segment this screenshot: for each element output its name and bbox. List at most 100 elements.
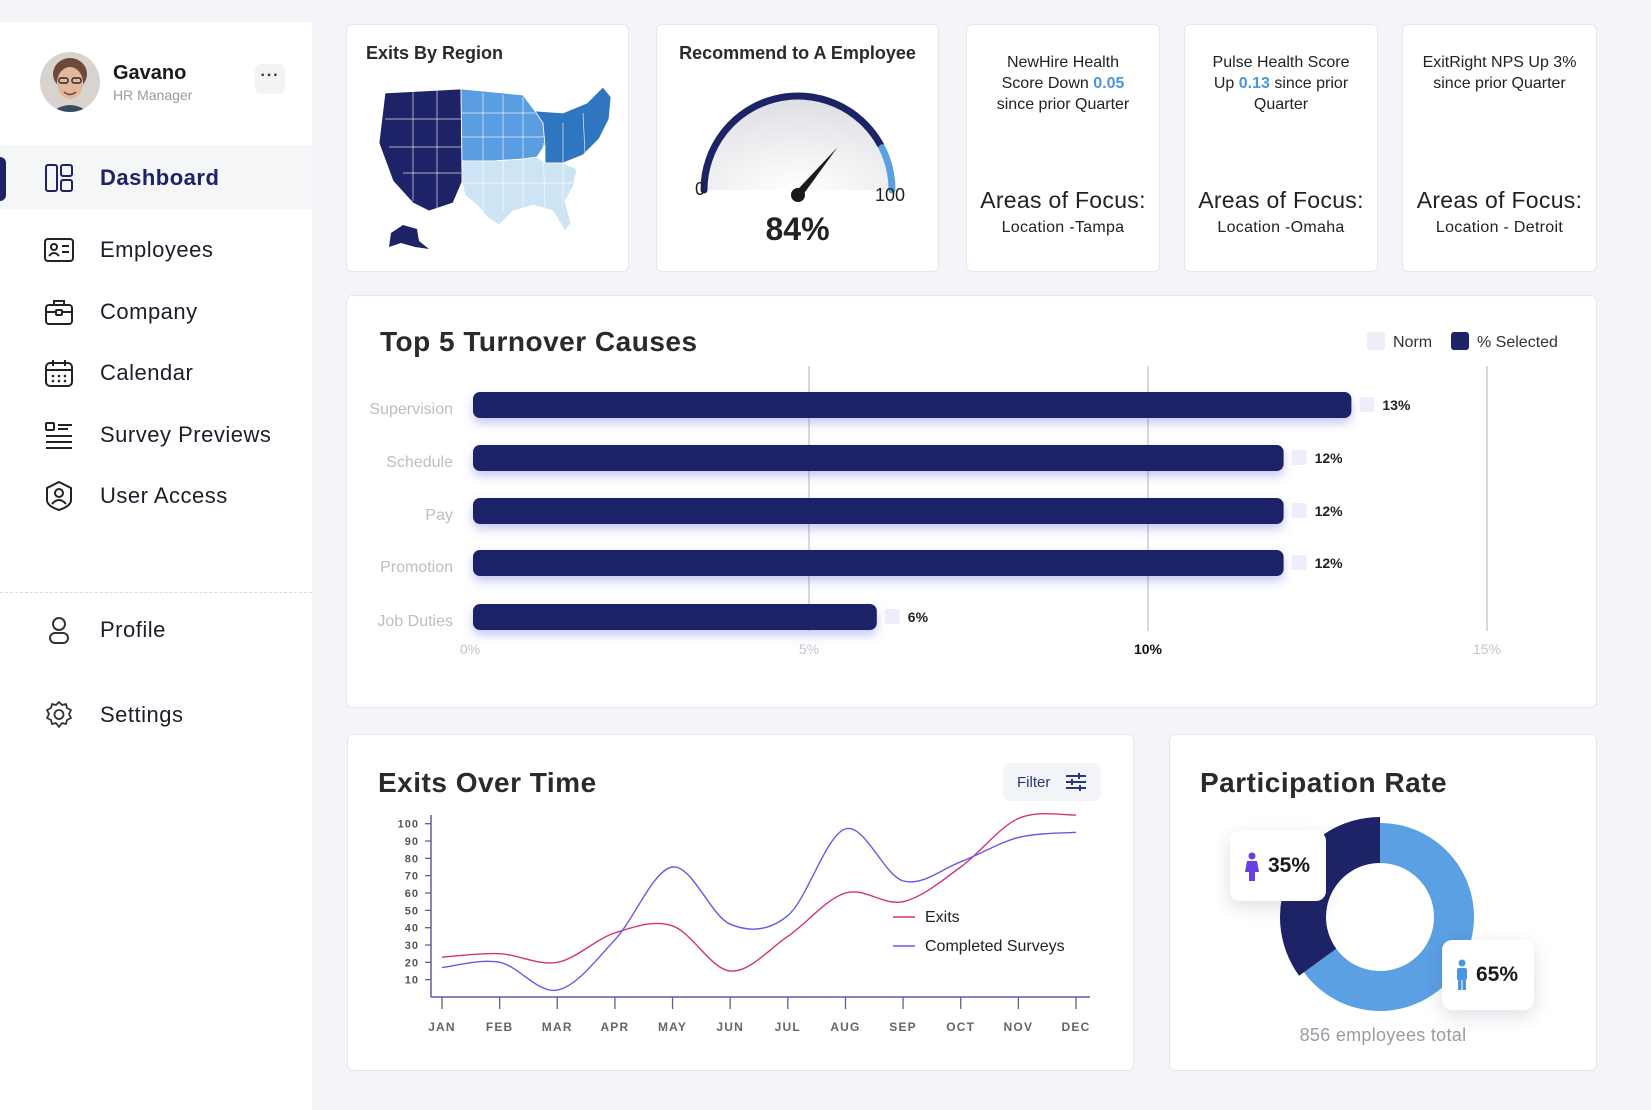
legend-selected: % Selected [1451, 332, 1558, 352]
exits-over-time-card: Exits Over Time Filter 100 90 80 70 60 50 40 30… [347, 734, 1134, 1071]
men-badge: 65% [1442, 940, 1534, 1010]
category-label: Promotion [380, 559, 453, 576]
participation-total: 856 employees total [1299, 1025, 1467, 1045]
person-icon [49, 617, 69, 644]
x-tick-label: AUG [830, 1020, 860, 1034]
nav-label-employees: Employees [100, 237, 214, 262]
category-label: Job Duties [377, 613, 453, 630]
bar-value-label: 6% [908, 609, 929, 625]
x-tick-label: 0% [460, 641, 480, 657]
gauge-value: 84% [765, 211, 830, 247]
norm-marker [1291, 450, 1307, 465]
x-tick-label: 15% [1473, 641, 1501, 657]
women-pct: 35% [1268, 854, 1311, 877]
legend-selected-swatch [1451, 332, 1469, 350]
gauge-max-label: 100 [875, 185, 906, 205]
list-icon [45, 422, 72, 449]
line-series [441, 828, 1077, 991]
filter-label: Filter [1017, 774, 1051, 791]
gauge-arc-light [878, 144, 896, 194]
nav-item-company[interactable]: Company [0, 279, 312, 343]
legend-norm-swatch [1367, 332, 1385, 350]
bar-value-label: 13% [1382, 397, 1411, 413]
sidebar: Gavano HR Manager ··· Dashboard Employee… [0, 22, 312, 1110]
y-tick-label: 40 [405, 923, 419, 935]
norm-marker [884, 609, 900, 624]
kpi-line1: ExitRight NPS Up 3% [1422, 54, 1577, 71]
kpi-line2: since prior Quarter [1433, 75, 1566, 92]
kpi-focus-location: Location -Omaha [1217, 219, 1345, 236]
y-tick-label: 60 [405, 888, 419, 900]
y-tick-label: 80 [405, 853, 419, 865]
kpi-focus-heading: Areas of Focus: [1416, 187, 1583, 213]
legend-label: Exits [925, 909, 960, 926]
kpi-focus-heading: Areas of Focus: [980, 187, 1146, 213]
avatar[interactable] [40, 52, 100, 112]
exits-line-chart: 100 90 80 70 60 50 40 30 20 10 JAN FEB MAR APR MAY JUN J… [398, 813, 1091, 1034]
y-tick-label: 10 [405, 975, 419, 987]
kpi-focus-location: Location -Tampa [1001, 219, 1125, 236]
y-tick-label: 70 [405, 871, 419, 883]
x-tick-label: 10% [1134, 641, 1163, 657]
user-profile: Gavano HR Manager ··· [40, 52, 290, 114]
exits-over-time-title: Exits Over Time [378, 767, 597, 798]
x-tick-label: FEB [486, 1020, 514, 1034]
kpi-highlight-value: 0.05 [1093, 75, 1125, 92]
donut-segment-men [1303, 823, 1474, 1011]
x-tick-label: DEC [1062, 1020, 1091, 1034]
x-tick-label: JAN [428, 1020, 456, 1034]
exits-by-region-title: Exits By Region [366, 43, 504, 63]
nav-item-calendar[interactable]: Calendar [0, 340, 312, 404]
kpi-focus-heading: Areas of Focus: [1198, 187, 1364, 213]
gauge-needle [794, 147, 838, 198]
sidebar-divider [0, 592, 312, 593]
participation-title: Participation Rate [1200, 767, 1448, 798]
turnover-bar [473, 498, 1284, 524]
line-series [441, 813, 1077, 972]
kpi-line2: Up 0.13 since prior [1213, 75, 1349, 92]
id-card-icon [44, 238, 74, 262]
legend-label: Completed Surveys [925, 938, 1065, 955]
kpi-line1: Pulse Health Score [1212, 54, 1350, 71]
calendar-icon [45, 360, 73, 387]
kpi-highlight-value: 0.13 [1238, 75, 1270, 92]
x-tick-label: MAY [658, 1020, 687, 1034]
turnover-bar-chart: Supervision 13% Schedule 12% Pay 12% Promotion… [369, 366, 1501, 657]
dashboard-icon [45, 164, 73, 192]
turnover-bar [473, 392, 1352, 418]
nav-item-settings[interactable]: Settings [0, 682, 312, 746]
gauge-arc-dark [700, 92, 884, 194]
nav-item-profile[interactable]: Profile [0, 597, 312, 661]
nav-item-employees[interactable]: Employees [0, 217, 312, 281]
man-icon [1457, 959, 1467, 990]
recommend-card: Recommend to A Employee 0 100 84% [656, 24, 939, 272]
more-options-button[interactable]: ··· [255, 64, 285, 94]
filter-button[interactable]: Filter [1003, 763, 1101, 801]
gauge-min-label: 0 [695, 179, 706, 199]
gear-icon [46, 701, 72, 728]
y-tick-label: 90 [405, 836, 419, 848]
x-tick-label: NOV [1004, 1020, 1034, 1034]
y-tick-label: 50 [405, 905, 419, 917]
nav-item-dashboard[interactable]: Dashboard [0, 145, 312, 209]
x-tick-label: MAR [542, 1020, 573, 1034]
us-map [378, 86, 612, 249]
x-tick-label: SEP [889, 1020, 917, 1034]
nav-label-dashboard: Dashboard [100, 165, 220, 190]
bar-value-label: 12% [1315, 450, 1344, 466]
turnover-card: Top 5 Turnover Causes Norm % Selected Su… [346, 295, 1597, 708]
x-tick-label: OCT [946, 1020, 975, 1034]
kpi-line1: NewHire Health [1006, 54, 1120, 71]
kpi-line3: Quarter [1253, 96, 1309, 113]
nav-item-survey-previews[interactable]: Survey Previews [0, 402, 312, 466]
bar-value-label: 12% [1315, 555, 1344, 571]
turnover-title: Top 5 Turnover Causes [380, 326, 698, 357]
woman-icon [1245, 852, 1259, 881]
nav-item-user-access[interactable]: User Access [0, 463, 312, 527]
turnover-bar [473, 445, 1284, 471]
x-tick-label: 5% [799, 641, 819, 657]
nav-label-survey-previews: Survey Previews [100, 422, 272, 447]
y-tick-label: 30 [405, 940, 419, 952]
x-tick-label: APR [600, 1020, 629, 1034]
category-label: Pay [425, 507, 453, 524]
